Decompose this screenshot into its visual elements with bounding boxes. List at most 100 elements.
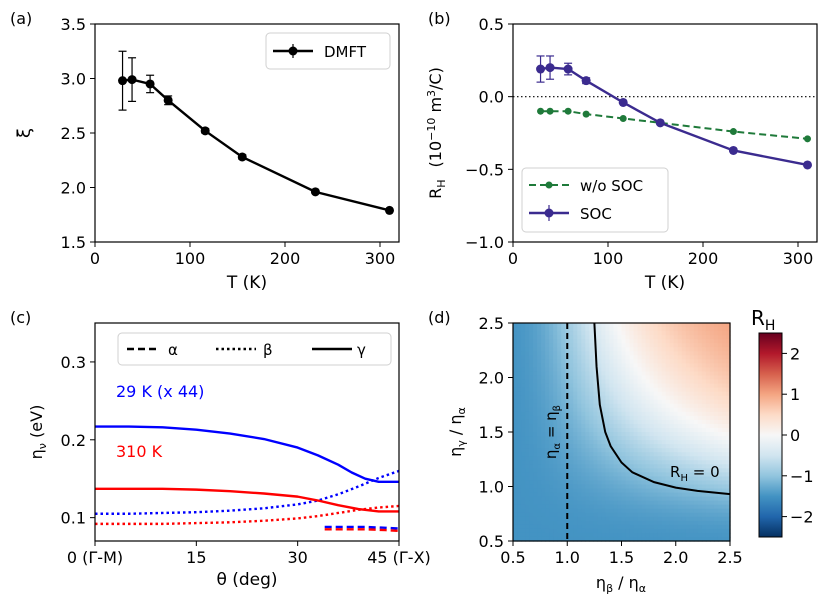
heatmap-cell <box>701 395 707 401</box>
heatmap-cell <box>689 456 695 461</box>
heatmap-cell <box>713 331 719 336</box>
heatmap-cell <box>605 403 611 409</box>
heatmap-cell <box>725 512 731 518</box>
heatmap-cell <box>709 444 715 449</box>
heatmap-cell <box>541 448 546 453</box>
colorbar-tick-label: −1 <box>790 467 814 486</box>
heatmap-cell <box>529 343 534 348</box>
heatmap-cell <box>637 411 643 417</box>
heatmap-cell <box>677 456 683 461</box>
heatmap-cell <box>669 379 675 385</box>
heatmap-cell <box>517 512 522 518</box>
heatmap-cell <box>713 419 719 425</box>
heatmap-cell <box>637 419 643 425</box>
panel-c-line-γ <box>95 487 399 513</box>
heatmap-cell <box>593 472 598 478</box>
heatmap-cell <box>709 395 715 401</box>
heatmap-cell <box>681 351 687 356</box>
heatmap-cell <box>665 480 671 486</box>
heatmap-cell <box>673 500 679 506</box>
heatmap-cell <box>589 484 594 490</box>
heatmap-cell <box>517 343 522 348</box>
heatmap-cell <box>541 464 546 469</box>
heatmap-cell <box>521 472 526 478</box>
heatmap-cell <box>577 484 582 490</box>
heatmap-cell <box>585 472 590 478</box>
heatmap-cell <box>537 528 542 534</box>
heatmap-cell <box>513 395 518 401</box>
heatmap-cell <box>533 524 538 530</box>
panel-c-data <box>95 425 399 533</box>
heatmap-cell <box>537 323 542 328</box>
heatmap-cell <box>513 460 518 465</box>
panel-d-xtick-label: 2.5 <box>717 548 742 567</box>
heatmap-cell <box>549 331 554 336</box>
heatmap-cell <box>577 331 582 336</box>
heatmap-cell <box>717 375 723 381</box>
heatmap-cell <box>637 379 643 385</box>
heatmap-cell <box>673 363 679 369</box>
heatmap-cell <box>581 371 586 377</box>
heatmap-cell <box>549 371 554 377</box>
heatmap-cell <box>533 528 538 534</box>
heatmap-cell <box>645 423 651 429</box>
heatmap-cell <box>681 399 687 405</box>
heatmap-cell <box>521 379 526 385</box>
heatmap-cell <box>617 516 623 522</box>
heatmap-cell <box>577 476 582 482</box>
heatmap-cell <box>609 440 615 445</box>
heatmap-cell <box>717 528 723 534</box>
heatmap-cell <box>609 492 615 498</box>
heatmap-cell <box>721 484 727 490</box>
heatmap-cell <box>685 456 691 461</box>
heatmap-cell <box>581 452 586 457</box>
heatmap-cell <box>613 391 619 397</box>
heatmap-cell <box>617 347 623 352</box>
heatmap-cell <box>669 464 675 469</box>
heatmap-cell <box>573 351 578 356</box>
heatmap-cell <box>649 327 655 332</box>
heatmap-cell <box>529 500 534 506</box>
heatmap-cell <box>517 427 522 433</box>
heatmap-cell <box>589 536 594 542</box>
heatmap-cell <box>673 516 679 522</box>
heatmap-cell <box>669 520 675 526</box>
heatmap-cell <box>553 516 558 522</box>
heatmap-cell <box>677 516 683 522</box>
heatmap-cell <box>545 395 550 401</box>
heatmap-cell <box>681 331 687 336</box>
heatmap-cell <box>677 347 683 352</box>
heatmap-cell <box>697 331 703 336</box>
heatmap-cell <box>725 359 731 364</box>
heatmap-cell <box>553 448 558 453</box>
panel-c-xtick-label: 45 (Γ-X) <box>367 548 431 567</box>
heatmap-cell <box>589 367 594 373</box>
heatmap-cell <box>605 379 611 385</box>
heatmap-cell <box>617 536 623 542</box>
heatmap-cell <box>541 444 546 449</box>
heatmap-cell <box>689 395 695 401</box>
heatmap-cell <box>697 395 703 401</box>
heatmap-cell <box>609 351 615 356</box>
heatmap-cell <box>549 432 554 437</box>
heatmap-cell <box>621 520 627 526</box>
heatmap-cell <box>641 444 647 449</box>
heatmap-cell <box>681 363 687 369</box>
heatmap-cell <box>593 399 598 405</box>
heatmap-cell <box>613 472 619 478</box>
heatmap-cell <box>617 355 623 360</box>
heatmap-cell <box>637 331 643 336</box>
heatmap-cell <box>709 355 715 360</box>
heatmap-cell <box>549 504 554 510</box>
heatmap-cell <box>577 436 582 441</box>
heatmap-cell <box>553 355 558 360</box>
heatmap-cell <box>653 504 659 510</box>
heatmap-cell <box>689 432 695 437</box>
heatmap-cell <box>633 432 639 437</box>
heatmap-cell <box>657 407 663 413</box>
heatmap-cell <box>581 536 586 542</box>
heatmap-cell <box>665 359 671 364</box>
heatmap-cell <box>649 468 655 473</box>
heatmap-cell <box>661 379 667 385</box>
